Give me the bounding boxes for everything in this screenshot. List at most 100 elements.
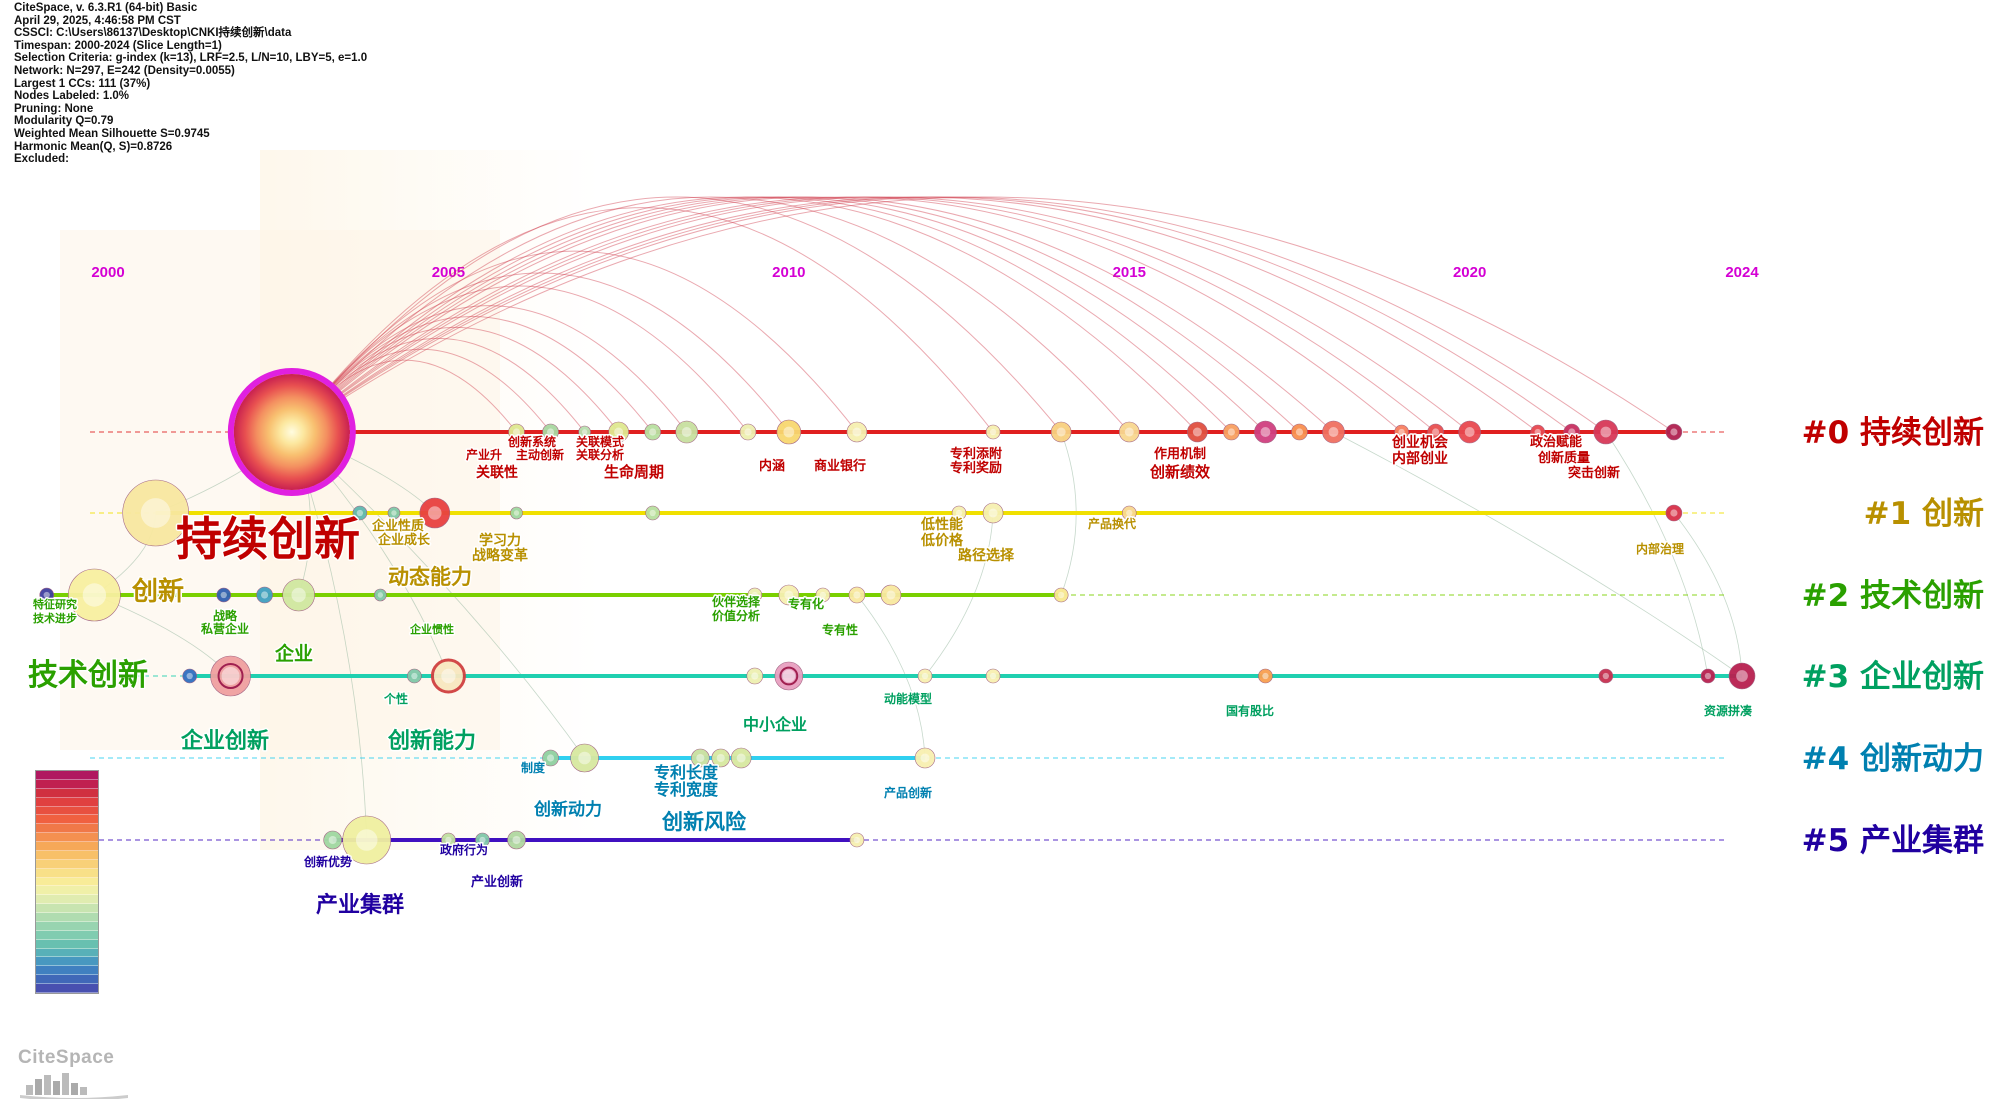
node-label: 内部创业 (1392, 450, 1448, 467)
node (374, 588, 387, 602)
year-label: 2024 (1725, 264, 1759, 281)
node-label: 产业升 (466, 447, 502, 462)
node (441, 832, 456, 848)
citation-arc (291, 326, 620, 433)
node (1593, 419, 1619, 445)
node-label: 内部治理 (1636, 541, 1684, 556)
legend-swatch (36, 930, 98, 940)
metadata-line: Largest 1 CCs: 111 (37%) (14, 77, 151, 90)
node-core (1704, 672, 1712, 680)
metadata-line: Excluded: (14, 153, 69, 166)
node (917, 668, 933, 684)
node-core (649, 428, 657, 436)
node-label: 私营企业 (200, 621, 249, 636)
citation-arc (291, 316, 654, 433)
legend-swatch (36, 868, 98, 878)
node-label: 产品创新 (884, 785, 932, 800)
node-label: 创新能力 (387, 728, 476, 754)
node-label: 专利奖励 (950, 460, 1002, 476)
node (216, 587, 232, 603)
node (985, 424, 1001, 440)
metadata-line: Nodes Labeled: 1.0% (14, 90, 130, 103)
node-label: 关联分析 (576, 447, 624, 462)
node-core (1670, 428, 1678, 436)
legend-swatch (36, 850, 98, 860)
legend-swatch (36, 984, 98, 993)
node-core (751, 672, 759, 680)
citation-arc (291, 196, 1300, 433)
node-core (82, 583, 107, 607)
node-label: 学习力 (479, 532, 521, 549)
node (1598, 668, 1614, 684)
metadata-line: CSSCI: C:\Users\86137\Desktop\CNKI持续创新\d… (14, 27, 292, 40)
node-core (513, 510, 520, 516)
node (68, 568, 121, 622)
node (747, 587, 763, 603)
node-core (751, 591, 758, 599)
node (39, 587, 55, 603)
metadata-line: April 29, 2025, 4:46:58 PM CST (14, 14, 181, 27)
node (1121, 505, 1137, 521)
node (570, 743, 599, 773)
node-core (819, 591, 827, 599)
node-core (1600, 426, 1612, 438)
node-label: 价值分析 (712, 608, 760, 623)
legend-swatch (36, 939, 98, 949)
citation-arc (291, 196, 1607, 433)
node (1665, 423, 1683, 441)
node-ring (227, 368, 356, 496)
citation-arc (291, 285, 749, 433)
node-label: 持续创新 (176, 512, 360, 566)
node-core (355, 829, 378, 851)
cluster-label: #3 企业创新 (1802, 659, 1984, 695)
node (323, 830, 342, 850)
node (475, 832, 490, 848)
node-inner-ring (217, 663, 244, 689)
legend-swatch (36, 806, 98, 816)
node-core (955, 509, 963, 517)
node (578, 425, 591, 439)
citation-arc (291, 196, 1232, 433)
node (507, 830, 526, 850)
node-core (479, 836, 486, 844)
year-label: 2020 (1453, 264, 1486, 281)
node-core (782, 669, 796, 683)
node-label: 创新 (131, 576, 184, 607)
node (711, 748, 731, 768)
node-core (614, 427, 624, 437)
node (387, 506, 401, 520)
legend-swatch (36, 771, 98, 780)
metadata-line: Weighted Mean Silhouette S=0.9745 (14, 127, 210, 140)
node (1665, 504, 1683, 522)
node-core (1192, 427, 1202, 437)
node-core (784, 590, 794, 600)
node-label: 创新系统 (507, 434, 556, 449)
node-core (445, 836, 452, 844)
year-label: 2015 (1113, 264, 1146, 281)
metadata-line: Modularity Q=0.79 (14, 115, 114, 128)
node-core (681, 427, 692, 437)
node-label: 产品换代 (1088, 516, 1136, 531)
legend-swatch (36, 957, 98, 967)
node (730, 747, 752, 769)
legend-swatch (36, 975, 98, 984)
node (282, 578, 315, 612)
node-inner-ring (779, 666, 799, 686)
legend-swatch (36, 913, 98, 922)
node-label: 技术创新 (28, 658, 148, 693)
year-label: 2005 (432, 264, 465, 281)
node-core (1568, 428, 1576, 436)
node (982, 502, 1004, 524)
node-core (853, 591, 861, 599)
legend-swatch (36, 833, 98, 842)
node-core (1534, 428, 1541, 436)
citation-arc (291, 196, 1470, 433)
node (880, 584, 902, 606)
citation-arc (291, 196, 1675, 433)
citation-arc (291, 272, 790, 433)
node-core (988, 508, 998, 518)
node-label: 商业银行 (814, 458, 866, 474)
node-core (886, 590, 896, 600)
node-label: 政府行为 (440, 842, 488, 857)
node (352, 505, 368, 521)
